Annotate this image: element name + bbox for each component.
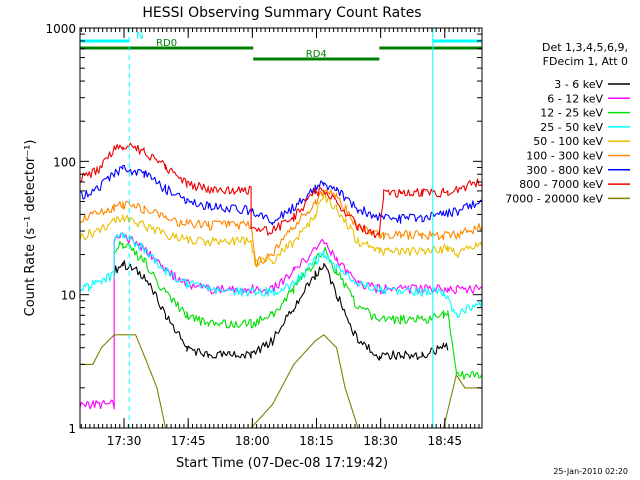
legend-label-3: 12 - 25 keV [540,107,603,120]
y-tick-label-1: 1 [68,422,76,436]
series-5-segment-1 [79,191,483,267]
footer-date: 25-Jan-2010 02:20 [553,467,628,476]
series-6-segment-1 [79,189,483,268]
series-4-segment-1 [79,232,483,318]
legend: Det 1,3,4,5,6,9, FDecim 1, Att 0 3 - 6 k… [505,41,630,205]
legend-label-5: 50 - 100 keV [533,135,603,148]
y-tick-label-4: 1000 [45,22,76,36]
chart-title: HESSI Observing Summary Count Rates [142,5,421,21]
y-tick-label-3: 100 [53,155,76,169]
series-6 [79,189,483,268]
x-tick-label-4: 18:15 [299,434,334,448]
x-tick-label-5: 18:30 [363,434,398,448]
y-tick-label-2: 10 [61,289,76,303]
series-9-segment-1 [80,334,482,429]
series-3 [113,240,483,380]
legend-label-6: 100 - 300 keV [526,150,603,163]
x-tick-label-3: 18:00 [235,434,270,448]
legend-label-8: 800 - 7000 keV [519,178,603,191]
legend-label-1: 3 - 6 keV [554,78,603,91]
x-axis-ticks: 17:30 17:45 18:00 18:15 18:30 18:45 [80,28,480,448]
series-2-segment-1 [79,232,483,410]
series-layer [79,142,483,429]
attenuator-band-label-4: RD4 [306,49,327,60]
x-tick-label-6: 18:45 [427,434,462,448]
legend-label-4: 25 - 50 keV [540,121,603,134]
y-axis-label: Count Rate (s⁻¹ detector⁻¹) [23,140,38,317]
series-2 [79,232,483,410]
x-tick-label-1: 17:30 [107,434,142,448]
series-8 [79,142,483,239]
attenuator-band-label-3: RD0 [156,38,177,49]
attenuator-band-label-1: N [136,31,143,42]
x-axis-label: Start Time (07-Dec-08 17:19:42) [176,456,388,471]
legend-label-7: 300 - 800 keV [526,164,603,177]
series-8-segment-1 [79,142,483,239]
legend-header-line-2: FDecim 1, Att 0 [543,55,628,68]
series-7 [79,164,483,226]
legend-header-line-1: Det 1,3,4,5,6,9, [542,41,628,54]
series-9 [80,334,482,429]
legend-label-2: 6 - 12 keV [547,92,603,105]
plot-frame [79,27,483,429]
series-3-segment-1 [113,240,483,380]
series-1 [113,260,449,361]
series-5 [79,191,483,267]
series-1-segment-1 [113,260,449,361]
series-4 [79,232,483,318]
legend-label-9: 7000 - 20000 keV [505,192,603,205]
attenuator-bands: N RD0 RD4 [80,31,482,61]
series-7-segment-1 [79,164,483,226]
x-tick-label-2: 17:45 [171,434,206,448]
